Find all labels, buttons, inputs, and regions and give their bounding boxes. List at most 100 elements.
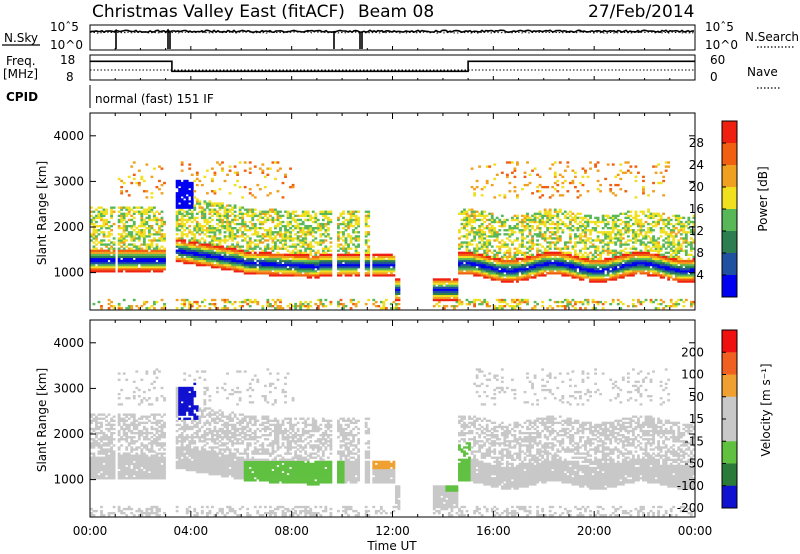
range-time-cell	[563, 268, 567, 271]
noise-right-tick-bottom: 10^0	[705, 38, 738, 52]
range-time-cell	[568, 272, 572, 275]
range-time-cell	[563, 251, 567, 254]
range-time-cell	[251, 218, 255, 222]
range-time-cell	[533, 304, 537, 308]
range-time-cell	[639, 210, 643, 213]
range-time-cell	[354, 222, 358, 226]
range-time-cell	[211, 259, 214, 263]
range-time-cell	[488, 257, 492, 261]
range-time-cell	[221, 222, 224, 226]
range-time-cell	[218, 202, 222, 205]
range-time-cell	[221, 239, 224, 242]
range-time-cell	[594, 216, 597, 220]
range-time-cell	[395, 284, 398, 287]
range-time-cell	[211, 261, 214, 265]
range-time-cell	[495, 261, 499, 265]
range-time-cell	[566, 253, 570, 257]
range-time-cell	[198, 227, 202, 230]
range-time-cell	[120, 259, 124, 263]
range-time-cell	[642, 229, 645, 232]
range-time-cell	[382, 304, 386, 308]
range-time-cell	[266, 218, 270, 222]
range-time-cell	[142, 210, 146, 213]
range-time-cell	[213, 251, 217, 254]
range-time-cell	[90, 261, 93, 265]
range-time-cell	[440, 284, 444, 287]
range-time-cell	[251, 233, 255, 236]
range-time-cell	[160, 222, 164, 226]
range-time-cell	[190, 194, 194, 197]
range-time-cell	[339, 272, 343, 275]
range-time-cell	[604, 243, 608, 246]
range-time-cell	[304, 272, 308, 275]
range-time-cell	[352, 270, 355, 273]
range-time-cell	[634, 304, 638, 308]
range-time-cell	[574, 261, 577, 265]
range-time-cell	[367, 257, 371, 261]
range-time-cell	[342, 220, 345, 224]
range-time-cell	[268, 235, 272, 238]
range-time-cell	[654, 214, 658, 218]
range-time-cell	[296, 272, 300, 275]
range-time-cell	[609, 263, 613, 267]
range-time-cell	[263, 270, 267, 273]
range-time-cell	[110, 229, 113, 232]
range-time-cell	[536, 272, 540, 275]
range-time-cell	[354, 263, 358, 267]
range-time-cell	[112, 222, 116, 226]
range-time-cell	[357, 231, 361, 234]
range-time-cell	[243, 233, 247, 236]
range-time-cell	[606, 274, 610, 277]
range-time-cell	[271, 233, 275, 236]
range-time-cell	[556, 210, 560, 213]
range-time-cell	[574, 263, 577, 267]
range-time-cell	[238, 249, 242, 252]
range-time-cell	[596, 276, 600, 279]
range-time-cell	[102, 233, 106, 236]
range-time-cell	[236, 229, 240, 232]
range-time-cell	[284, 268, 287, 271]
range-time-cell	[218, 243, 222, 246]
range-time-cell	[188, 224, 192, 228]
range-time-cell	[475, 270, 479, 273]
range-time-cell	[266, 216, 270, 220]
range-time-cell	[619, 276, 623, 279]
range-time-cell	[493, 218, 497, 222]
range-time-cell	[294, 261, 298, 265]
range-time-cell	[140, 257, 144, 261]
range-time-cell	[309, 241, 313, 244]
range-time-cell	[495, 216, 499, 220]
range-time-cell	[516, 214, 519, 218]
range-time-cell	[221, 245, 224, 248]
range-time-cell	[432, 282, 436, 285]
range-time-cell	[263, 272, 267, 275]
range-time-cell	[153, 218, 156, 222]
range-time-cell	[117, 227, 121, 230]
range-time-cell	[223, 216, 227, 220]
range-time-cell	[649, 229, 653, 232]
range-time-cell	[158, 229, 161, 232]
range-time-cell	[566, 272, 570, 275]
range-time-cell	[510, 231, 514, 234]
range-time-cell	[344, 253, 348, 257]
range-time-cell	[112, 265, 116, 269]
range-time-cell	[505, 274, 509, 277]
range-time-cell	[286, 268, 290, 271]
range-time-cell	[611, 220, 615, 224]
range-time-cell	[364, 251, 368, 254]
range-time-cell	[513, 185, 517, 189]
range-time-cell	[485, 249, 489, 252]
range-time-cell	[236, 241, 240, 244]
range-time-cell	[531, 247, 534, 250]
range-time-cell	[584, 243, 587, 246]
range-time-cell	[526, 161, 529, 164]
range-time-cell	[198, 304, 202, 308]
range-time-cell	[100, 249, 103, 252]
range-time-cell	[291, 249, 295, 252]
range-time-cell	[195, 255, 199, 259]
range-time-cell	[437, 286, 441, 289]
range-time-cell	[135, 257, 139, 261]
range-time-cell	[571, 245, 575, 248]
range-time-cell	[606, 216, 610, 220]
range-time-cell	[561, 212, 565, 215]
